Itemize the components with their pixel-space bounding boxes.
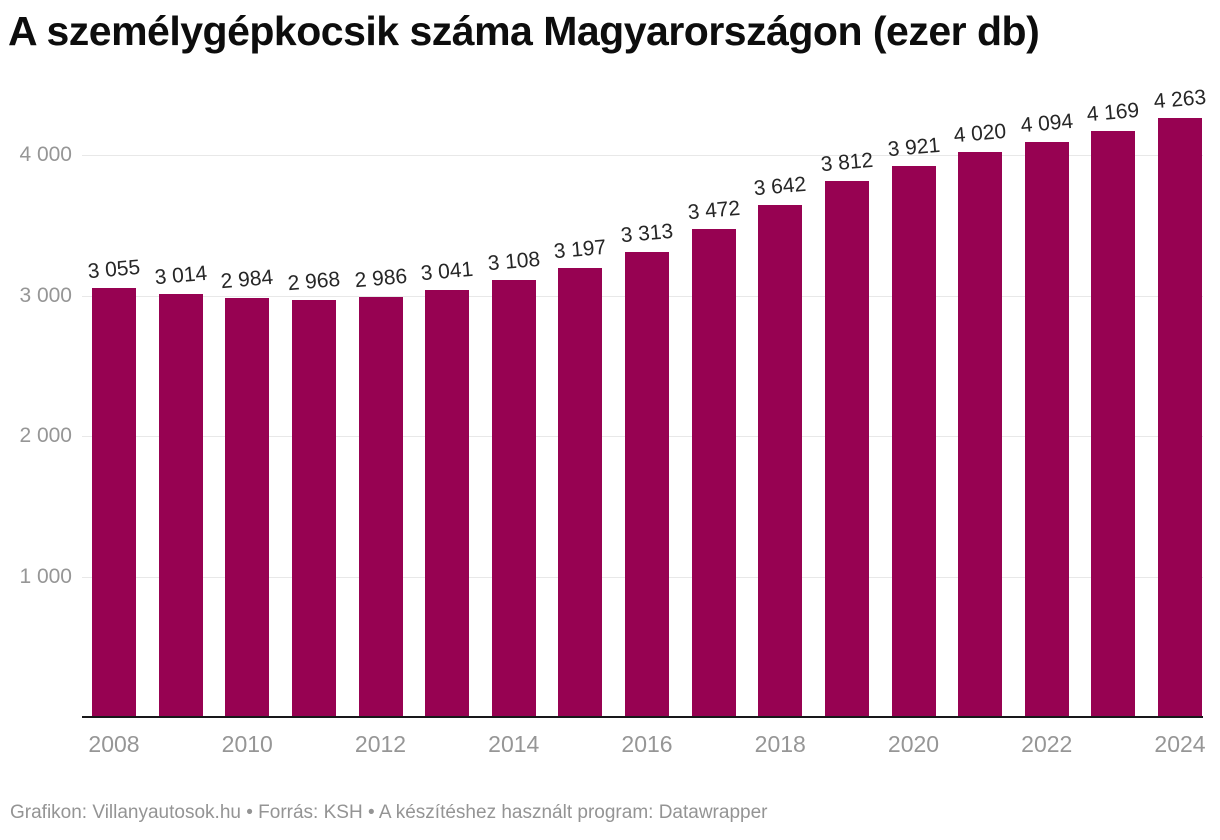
bar-2018 [758,205,803,717]
chart-title: A személygépkocsik száma Magyarországon … [8,8,1040,54]
bar-2016 [625,251,669,717]
y-tick-label-2000: 2 000 [19,424,72,447]
bar-2009 [158,293,203,717]
x-tick-label-2014: 2014 [488,731,540,757]
bar-2022 [1024,141,1069,717]
x-tick-label-2020: 2020 [887,731,940,757]
bar-2020 [891,166,936,717]
x-tick-label-2010: 2010 [221,731,273,757]
bar-2019 [824,181,869,717]
x-tick-label-2016: 2016 [621,731,673,757]
y-tick-label-3000: 3 000 [19,283,72,307]
chart-footer: Grafikon: Villanyautosok.hu • Forrás: KS… [10,802,768,823]
y-tick-label-4000: 4 000 [19,143,72,166]
x-tick-label-2012: 2012 [354,731,407,757]
x-tick-label-2022: 2022 [1021,731,1073,757]
x-tick-label-2008: 2008 [88,731,140,757]
x-axis-baseline [82,716,1203,718]
y-tick-label-1000: 1 000 [19,564,72,588]
bar-2012 [358,297,403,717]
bar-2011 [291,299,336,717]
bar-2023 [1091,131,1136,717]
bar-2014 [491,280,536,717]
bar-2021 [958,152,1003,717]
bar-2010 [225,297,270,717]
bar-2008 [92,287,136,717]
bar-2017 [691,229,736,717]
x-tick-label-2018: 2018 [754,731,806,757]
bar-2015 [558,267,603,717]
bar-2024 [1158,118,1202,717]
bar-2013 [425,289,470,717]
gridline-4000 [82,155,1203,156]
x-tick-label-2024: 2024 [1154,731,1206,757]
value-label-2024: 4 263 [1152,85,1208,114]
